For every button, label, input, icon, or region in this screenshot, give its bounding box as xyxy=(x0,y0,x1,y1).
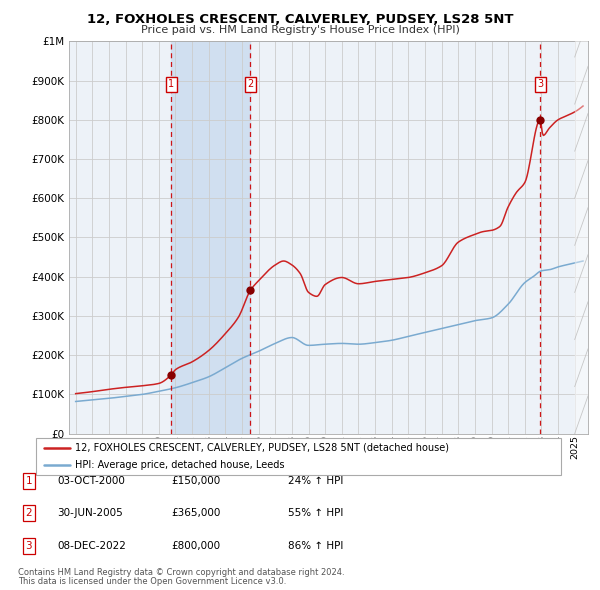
Text: Contains HM Land Registry data © Crown copyright and database right 2024.: Contains HM Land Registry data © Crown c… xyxy=(18,568,344,576)
Text: This data is licensed under the Open Government Licence v3.0.: This data is licensed under the Open Gov… xyxy=(18,577,286,586)
Polygon shape xyxy=(575,41,588,434)
Bar xyxy=(172,41,250,434)
Text: 2: 2 xyxy=(25,509,32,518)
Text: 03-OCT-2000: 03-OCT-2000 xyxy=(57,476,125,486)
Text: 86% ↑ HPI: 86% ↑ HPI xyxy=(288,541,343,550)
Text: 12, FOXHOLES CRESCENT, CALVERLEY, PUDSEY, LS28 5NT (detached house): 12, FOXHOLES CRESCENT, CALVERLEY, PUDSEY… xyxy=(76,442,449,453)
Text: £365,000: £365,000 xyxy=(171,509,220,518)
Text: 55% ↑ HPI: 55% ↑ HPI xyxy=(288,509,343,518)
Text: 3: 3 xyxy=(25,541,32,550)
FancyBboxPatch shape xyxy=(36,438,561,475)
Text: 12, FOXHOLES CRESCENT, CALVERLEY, PUDSEY, LS28 5NT: 12, FOXHOLES CRESCENT, CALVERLEY, PUDSEY… xyxy=(87,13,513,26)
Text: 30-JUN-2005: 30-JUN-2005 xyxy=(57,509,123,518)
Text: 1: 1 xyxy=(25,476,32,486)
Text: Price paid vs. HM Land Registry's House Price Index (HPI): Price paid vs. HM Land Registry's House … xyxy=(140,25,460,35)
Text: £150,000: £150,000 xyxy=(171,476,220,486)
Text: 08-DEC-2022: 08-DEC-2022 xyxy=(57,541,126,550)
Text: £800,000: £800,000 xyxy=(171,541,220,550)
Text: 1: 1 xyxy=(168,80,175,90)
Text: 3: 3 xyxy=(537,80,543,90)
Text: HPI: Average price, detached house, Leeds: HPI: Average price, detached house, Leed… xyxy=(76,460,285,470)
Text: 2: 2 xyxy=(247,80,253,90)
Text: 24% ↑ HPI: 24% ↑ HPI xyxy=(288,476,343,486)
